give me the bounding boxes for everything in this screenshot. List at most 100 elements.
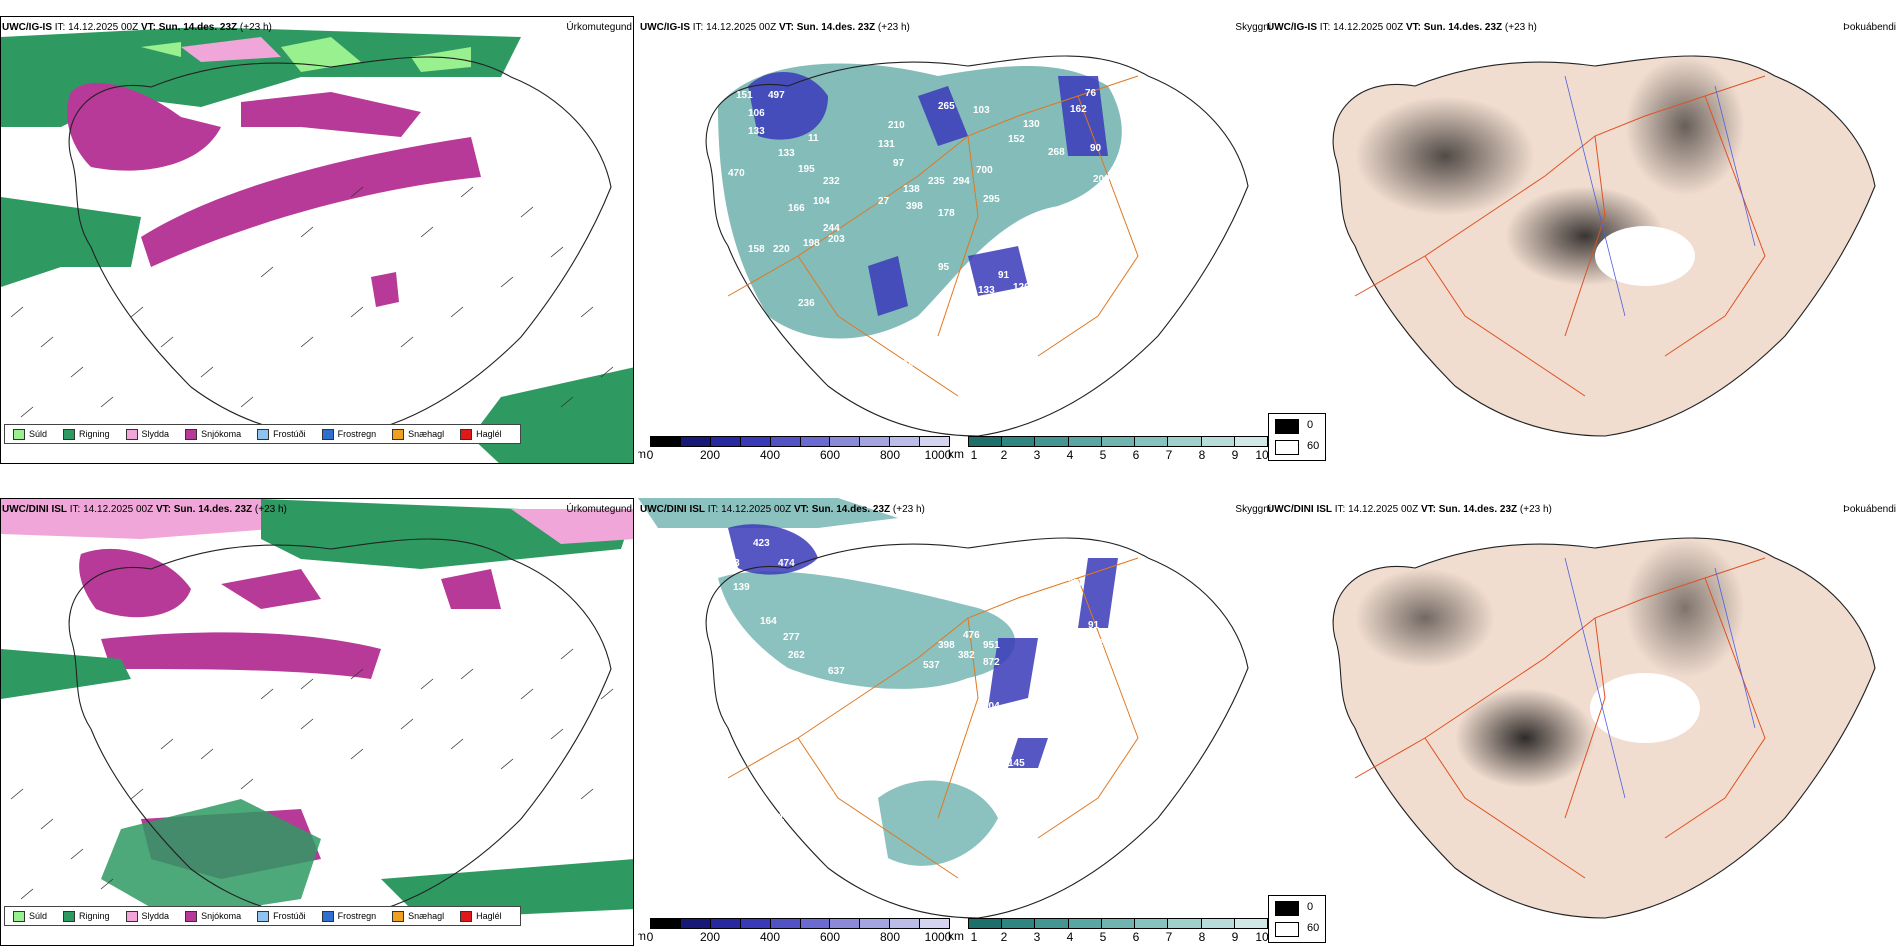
precip-type-map[interactable] — [0, 498, 634, 946]
precip-legend: Súld Rigning Slydda Snjókoma Frostúði Fr… — [4, 906, 521, 926]
it-label: IT: — [692, 22, 704, 33]
height-label: 474 — [778, 558, 795, 569]
model-name: UWC/IG-IS — [640, 22, 690, 33]
height-label: 203 — [828, 234, 845, 245]
colorbar-ticks: 1 2 3 4 5 6 7 8 9 10 — [968, 930, 1269, 944]
tick: 2 — [1000, 448, 1008, 462]
height-label: 214 — [773, 812, 790, 823]
tick: 8 — [1198, 448, 1206, 462]
legend-item: Snjókoma — [185, 910, 241, 922]
legend-item: Frostregn — [321, 910, 376, 922]
height-label: 145 — [1008, 758, 1025, 769]
legend-label: Slydda — [141, 911, 170, 921]
fog-map-svg[interactable] — [1265, 16, 1900, 446]
legend-swatch — [13, 428, 25, 440]
height-label: 158 — [748, 244, 765, 255]
height-label: 268 — [1048, 147, 1065, 158]
fog-swatch-0 — [1275, 419, 1299, 434]
height-label: 138 — [903, 184, 920, 195]
legend-swatch — [257, 428, 270, 440]
vt-value: Sun. 14.des. 23Z — [811, 504, 891, 515]
rain-area-sw — [1, 649, 131, 699]
legend-swatch — [392, 428, 405, 440]
height-label: 93 — [1003, 300, 1015, 311]
height-label: 27 — [878, 196, 890, 207]
vt-label: VT: — [778, 22, 794, 33]
it-label: IT: — [707, 504, 719, 515]
legend-label: Frostúði — [273, 429, 306, 439]
height-label: 262 — [788, 650, 805, 661]
height-label: 47 — [748, 68, 760, 79]
legend-label: Rigning — [79, 429, 110, 439]
legend-item: Rigning — [63, 428, 110, 440]
fog-swatch-0 — [1275, 901, 1299, 916]
visibility-map-svg[interactable]: 47 151 497 106 133 133 11 470 195 232 16… — [638, 16, 1323, 446]
rivers — [1564, 75, 1756, 317]
ceiling-bar-gradient — [650, 436, 950, 447]
tick: 7 — [1165, 930, 1173, 944]
height-label: 152 — [1008, 134, 1025, 145]
fog-value-60: 60 — [1307, 440, 1320, 452]
height-label: 11 — [808, 133, 819, 144]
height-label: 209 — [938, 886, 955, 897]
model-name: UWC/DINI ISL — [640, 504, 705, 515]
vt-label: VT: — [140, 22, 156, 33]
legend-label: Snæhagl — [408, 429, 445, 439]
snow-blob — [371, 272, 399, 307]
height-label: 295 — [983, 194, 1000, 205]
vt-label: VT: — [1405, 22, 1421, 33]
ceiling-shading — [748, 72, 1108, 316]
ceiling-shading — [728, 524, 1118, 768]
height-label: 477 — [873, 747, 890, 758]
lead-time: (+23 h) — [1519, 504, 1552, 515]
height-label: 236 — [798, 298, 815, 309]
visibility-map-svg[interactable]: 423 143 474 139 126 164 277 262 637 537 … — [638, 498, 1323, 928]
tick: 0 — [646, 930, 654, 944]
tick: 1000 — [924, 930, 952, 944]
tick: 800 — [879, 930, 901, 944]
it-value: 14.12.2025 00Z — [721, 504, 792, 515]
colorbar-unit: m — [638, 929, 646, 943]
legend-item: Slydda — [125, 910, 170, 922]
tick: 5 — [1099, 448, 1107, 462]
tick: 200 — [699, 448, 721, 462]
fog-value-0: 0 — [1307, 419, 1314, 431]
sleet-area — [1, 499, 271, 539]
colorbar-unit: km — [948, 929, 964, 943]
height-label: 277 — [783, 632, 800, 643]
height-label: 220 — [773, 244, 790, 255]
height-label: 198 — [803, 238, 820, 249]
snow-band-2 — [221, 569, 501, 609]
it-label: IT: — [69, 504, 81, 515]
height-label: 111 — [908, 330, 924, 341]
tick: 4 — [1066, 930, 1074, 944]
precip-type-map[interactable] — [0, 16, 634, 464]
it-label: IT: — [1319, 22, 1331, 33]
fog-value-0: 0 — [1307, 901, 1314, 913]
coastline — [68, 538, 612, 920]
tick: 200 — [699, 930, 721, 944]
legend-swatch — [125, 910, 138, 922]
coastline — [705, 55, 1249, 437]
legend-item: Snæhagl — [392, 428, 445, 440]
tick: 10 — [1255, 930, 1269, 944]
visibility-panel: 47 151 497 106 133 133 11 470 195 232 16… — [638, 0, 1323, 470]
lead-time: (+23 h) — [1504, 22, 1537, 33]
visibility-bar-gradient — [968, 918, 1268, 929]
height-label: 76 — [1085, 88, 1097, 99]
legend-label: Súld — [29, 429, 48, 439]
legend-swatch — [63, 428, 76, 440]
tick: 600 — [819, 448, 841, 462]
fog-map-svg[interactable] — [1265, 498, 1900, 928]
legend-label: Súld — [29, 911, 48, 921]
rivers — [1564, 557, 1756, 799]
vt-label: VT: — [1420, 504, 1436, 515]
height-label: 131 — [878, 139, 895, 150]
height-labels: 423 143 474 139 126 164 277 262 637 537 … — [703, 538, 1165, 897]
legend-item: Súld — [13, 428, 48, 440]
height-label: 244 — [823, 223, 840, 234]
fog-area — [1355, 568, 1495, 668]
tick: 3 — [1033, 930, 1041, 944]
tick: 6 — [1132, 930, 1140, 944]
rain-area-sw — [1, 197, 141, 287]
